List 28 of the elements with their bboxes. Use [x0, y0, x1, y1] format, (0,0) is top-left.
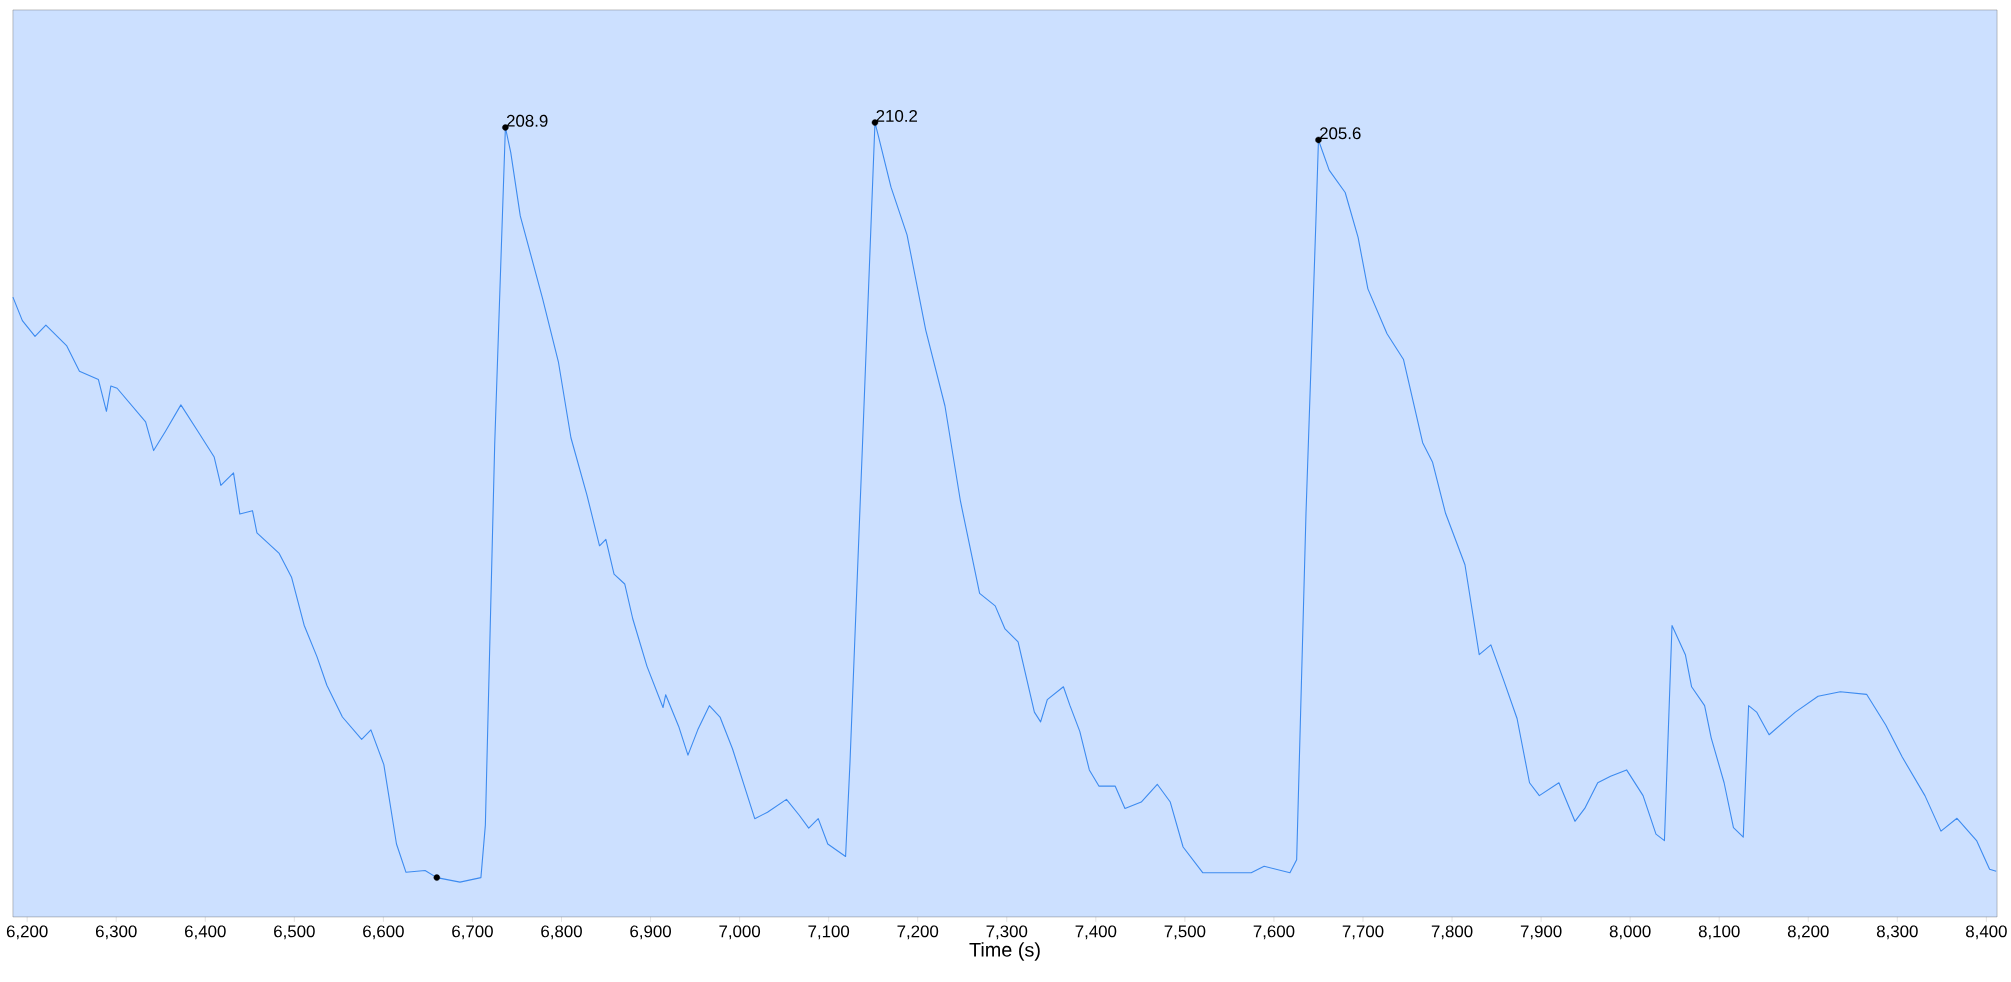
x-tick-label: 7,800	[1431, 925, 1473, 940]
data-label: 208.9	[506, 115, 548, 127]
x-tick-label: 6,400	[185, 925, 226, 940]
x-tick-label: 8,300	[1876, 925, 1918, 940]
x-tick-label: 8,400	[1966, 925, 2007, 940]
x-tick-label: 7,300	[986, 925, 1028, 940]
x-tick-label: 7,500	[1164, 925, 1206, 940]
data-label: 205.6	[1320, 127, 1361, 140]
x-tick-label: 6,900	[630, 925, 671, 940]
x-tick-label: 8,200	[1787, 925, 1829, 940]
x-tick-label: 7,000	[719, 925, 761, 940]
x-tick-label: 6,600	[363, 925, 404, 940]
x-tick-label: 7,400	[1075, 925, 1117, 940]
x-tick-label: 8,100	[1698, 925, 1740, 940]
x-tick-label: 8,000	[1609, 925, 1651, 940]
x-tick-label: 6,800	[541, 925, 582, 940]
x-tick-label: 6,500	[274, 925, 315, 940]
x-tick-label: 7,900	[1520, 925, 1562, 940]
x-tick-label: 7,600	[1253, 925, 1295, 940]
x-tick-label: 7,100	[808, 925, 850, 940]
x-tick-label: 6,200	[6, 925, 48, 940]
x-tick-label: 7,200	[897, 925, 939, 940]
point	[433, 874, 441, 881]
x-tick-label: 6,300	[95, 925, 137, 940]
data-label: 210.2	[876, 110, 917, 123]
x-axis-title: Time (s)	[969, 942, 1040, 961]
x-tick-label: 6,700	[452, 925, 493, 940]
x-tick-label: 7,700	[1342, 925, 1384, 940]
